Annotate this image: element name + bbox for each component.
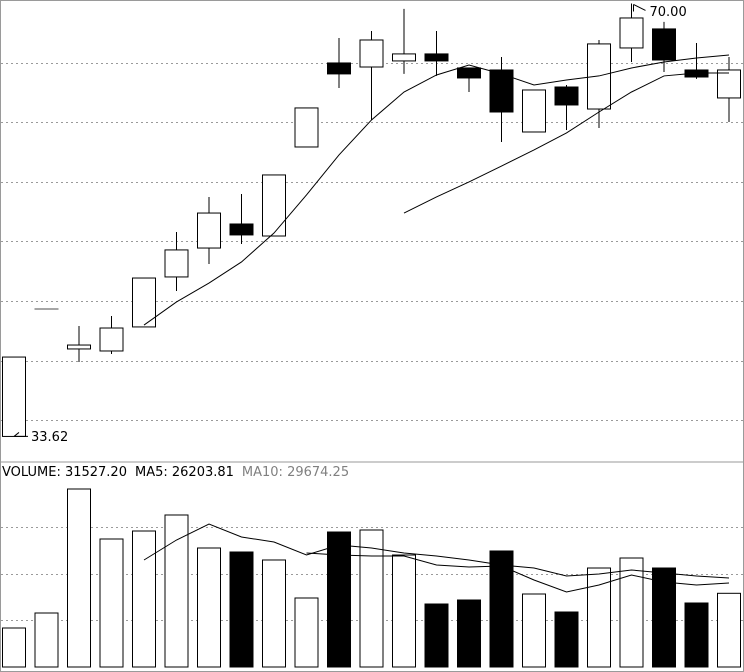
candle-body	[652, 28, 676, 61]
low-arrow	[13, 432, 28, 437]
volume-bar	[197, 547, 221, 668]
ma-line	[143, 523, 730, 579]
candle-body	[67, 344, 91, 350]
volume-bar	[424, 603, 449, 668]
high-label: 70.00	[650, 5, 687, 20]
volume-bar	[132, 530, 156, 668]
candle-body	[2, 356, 26, 437]
volume-bar	[717, 592, 741, 668]
volume-header: VOLUME: 31527.20 MA5: 26203.81 MA10: 29674…	[2, 465, 349, 480]
volume-bar	[587, 567, 611, 668]
candle-body	[554, 86, 579, 106]
candle-body	[457, 67, 481, 79]
volume-bar	[359, 529, 384, 668]
volume-bar	[262, 559, 286, 668]
header-item: MA5: 26203.81	[135, 465, 234, 480]
volume-bar	[229, 551, 254, 668]
high-arrow	[633, 4, 646, 12]
volume-bar	[489, 550, 514, 668]
low-label: 33.62	[31, 430, 68, 445]
candle-body	[294, 107, 319, 148]
ma-line	[403, 72, 729, 214]
volume-bar	[67, 488, 91, 668]
candle-body	[262, 174, 286, 237]
candle-body	[717, 69, 741, 99]
ma-line	[143, 54, 730, 326]
volume-bar	[34, 612, 59, 668]
volume-bar	[327, 531, 351, 668]
candle-body	[424, 53, 449, 62]
header-item: MA10: 29674.25	[242, 465, 349, 480]
candle-body	[489, 69, 514, 113]
volume-bar	[554, 611, 579, 668]
candle-body	[392, 53, 416, 62]
candle-body	[684, 69, 709, 78]
volume-bar	[164, 514, 189, 668]
header-item: VOLUME: 31527.20	[2, 465, 127, 480]
candle-body	[99, 327, 124, 352]
candle-body	[132, 277, 156, 328]
volume-bar	[392, 554, 416, 668]
candle-body	[197, 212, 221, 249]
candle-body	[229, 223, 254, 236]
volume-bar	[619, 557, 644, 668]
candle-body	[164, 249, 189, 278]
candle-body	[619, 17, 644, 49]
volume-bar	[457, 599, 481, 668]
ma-line	[306, 552, 730, 593]
candle-body	[522, 89, 546, 133]
volume-bar	[99, 538, 124, 668]
volume-bar	[652, 567, 676, 668]
candle-body	[327, 62, 351, 75]
volume-bar	[2, 627, 26, 668]
volume-bar	[684, 602, 709, 668]
candle-body	[359, 39, 384, 68]
volume-bar	[522, 593, 546, 668]
volume-bar	[294, 597, 319, 668]
candle-body	[587, 43, 611, 110]
